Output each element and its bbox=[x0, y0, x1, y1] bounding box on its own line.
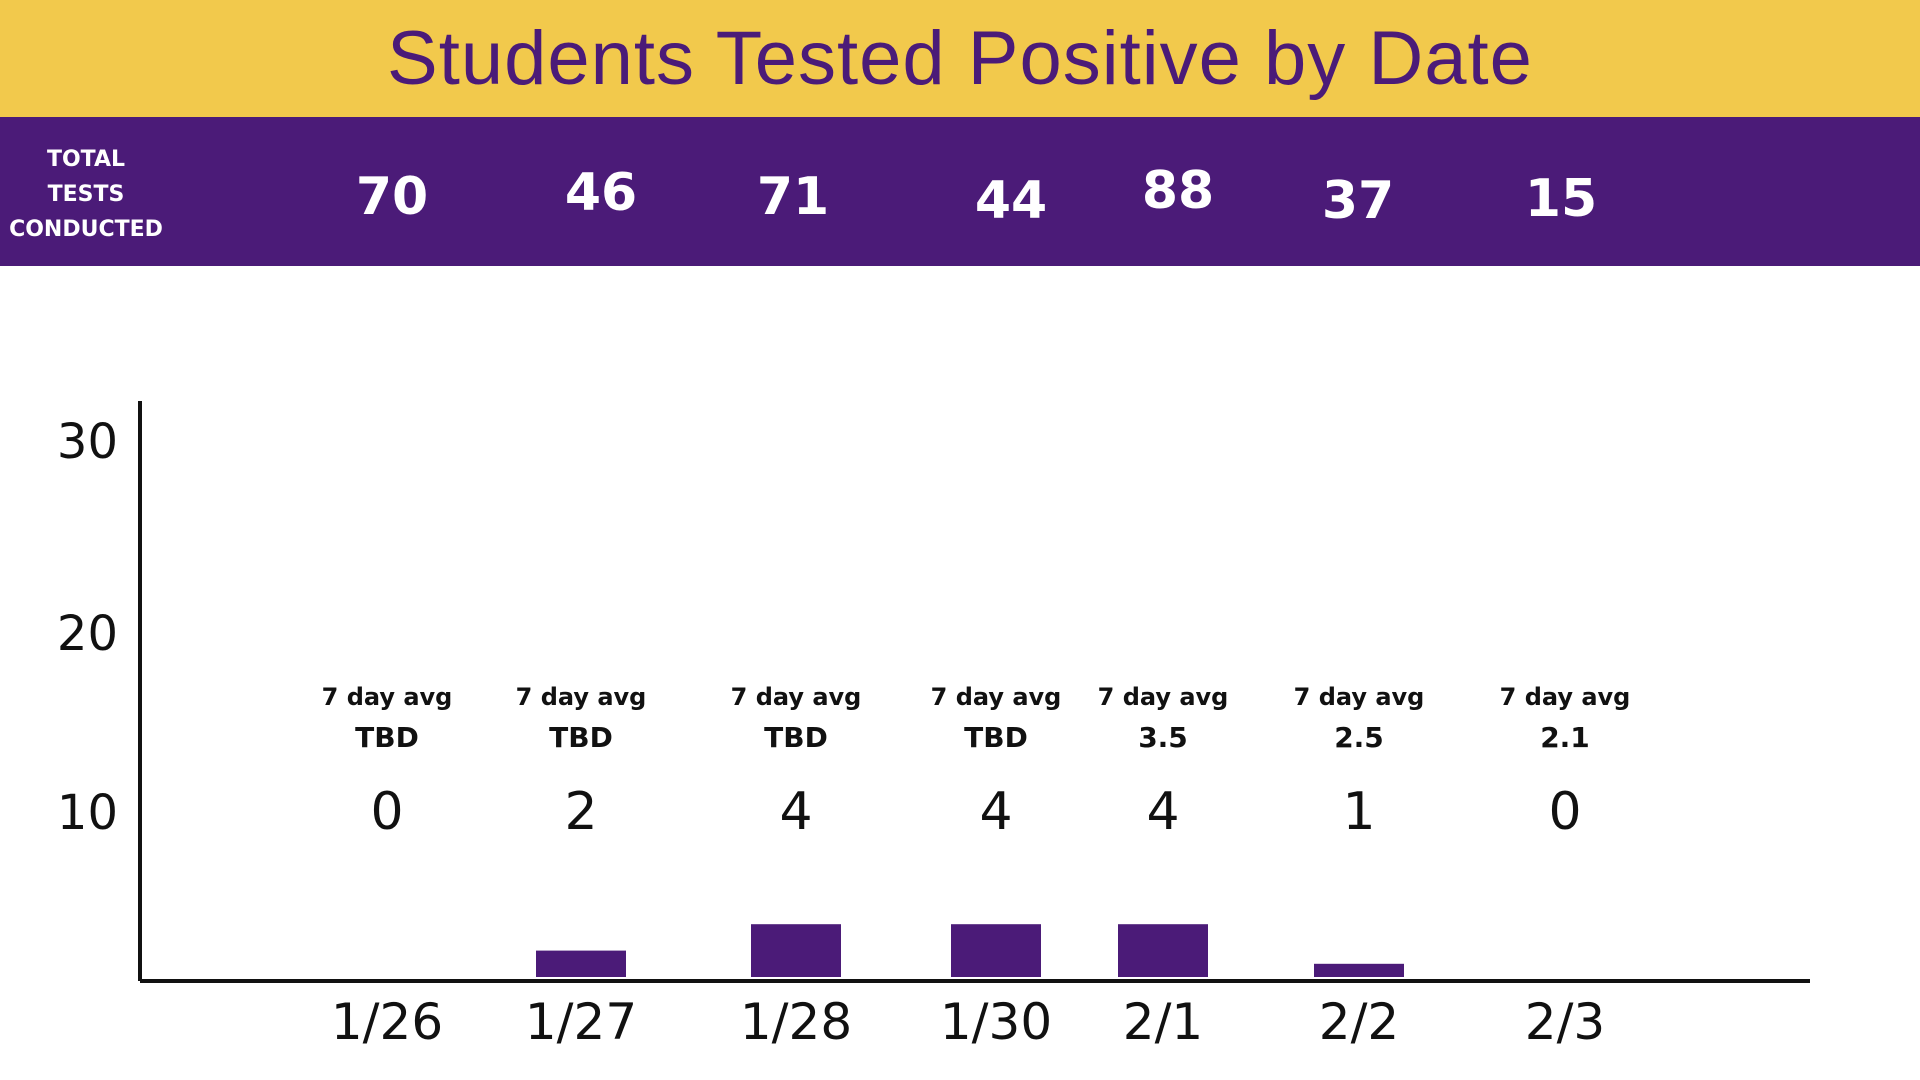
seven-day-avg-value: 2.5 bbox=[1334, 721, 1384, 754]
x-tick-label-1-30: 1/30 bbox=[940, 993, 1052, 1051]
bar-2-1 bbox=[1118, 924, 1208, 977]
seven-day-avg-label: 7 day avg bbox=[1500, 683, 1631, 711]
total-tests-value: 71 bbox=[756, 167, 830, 227]
bar-value-label: 0 bbox=[1548, 782, 1581, 842]
bar-value-label: 4 bbox=[1146, 782, 1179, 842]
total-tests-value: 70 bbox=[355, 167, 429, 227]
seven-day-avg-value: TBD bbox=[549, 721, 613, 754]
seven-day-avg-label: 7 day avg bbox=[931, 683, 1062, 711]
bar-2-2 bbox=[1314, 963, 1404, 977]
bar-value-label: 4 bbox=[979, 782, 1012, 842]
title-banner: Students Tested Positive by Date bbox=[0, 0, 1920, 117]
x-tick-label-2-1: 2/1 bbox=[1123, 993, 1203, 1051]
seven-day-avg-value: TBD bbox=[764, 721, 828, 754]
seven-day-avg-label: 7 day avg bbox=[322, 683, 453, 711]
total-tests-value: 37 bbox=[1321, 171, 1395, 231]
bar-value-label: 4 bbox=[779, 782, 812, 842]
seven-day-avg-value: TBD bbox=[355, 721, 419, 754]
bar-1-30 bbox=[951, 924, 1041, 977]
seven-day-avg-value: 2.1 bbox=[1540, 721, 1590, 754]
y-tick-label-10: 10 bbox=[57, 785, 118, 841]
x-tick-label-1-28: 1/28 bbox=[740, 993, 852, 1051]
seven-day-avg-value: 3.5 bbox=[1138, 721, 1188, 754]
total-tests-banner: TOTAL TESTS CONDUCTED 70 46 71 44 88 37 15 bbox=[0, 117, 1920, 266]
y-tick-label-30: 30 bbox=[57, 414, 118, 470]
x-tick-label-2-3: 2/3 bbox=[1525, 993, 1605, 1051]
seven-day-avg-label: 7 day avg bbox=[1098, 683, 1229, 711]
bar-value-label: 1 bbox=[1342, 782, 1375, 842]
x-tick-label-1-26: 1/26 bbox=[331, 993, 443, 1051]
bar-value-label: 2 bbox=[564, 782, 597, 842]
total-tests-value: 44 bbox=[974, 171, 1048, 231]
total-tests-value: 46 bbox=[564, 163, 638, 223]
bar-1-28 bbox=[751, 924, 841, 977]
y-tick-label-20: 20 bbox=[57, 606, 118, 662]
total-tests-value: 88 bbox=[1141, 161, 1215, 221]
total-tests-value: 15 bbox=[1524, 169, 1598, 229]
bar-1-27 bbox=[536, 950, 626, 977]
chart-title: Students Tested Positive by Date bbox=[387, 16, 1533, 101]
seven-day-avg-label: 7 day avg bbox=[731, 683, 862, 711]
seven-day-avg-label: 7 day avg bbox=[1294, 683, 1425, 711]
seven-day-avg-label: 7 day avg bbox=[516, 683, 647, 711]
x-tick-label-2-2: 2/2 bbox=[1319, 993, 1399, 1051]
x-tick-label-1-27: 1/27 bbox=[525, 993, 637, 1051]
seven-day-avg-value: TBD bbox=[964, 721, 1028, 754]
total-tests-label: TOTAL TESTS CONDUCTED bbox=[9, 147, 163, 242]
bar-value-label: 0 bbox=[370, 782, 403, 842]
